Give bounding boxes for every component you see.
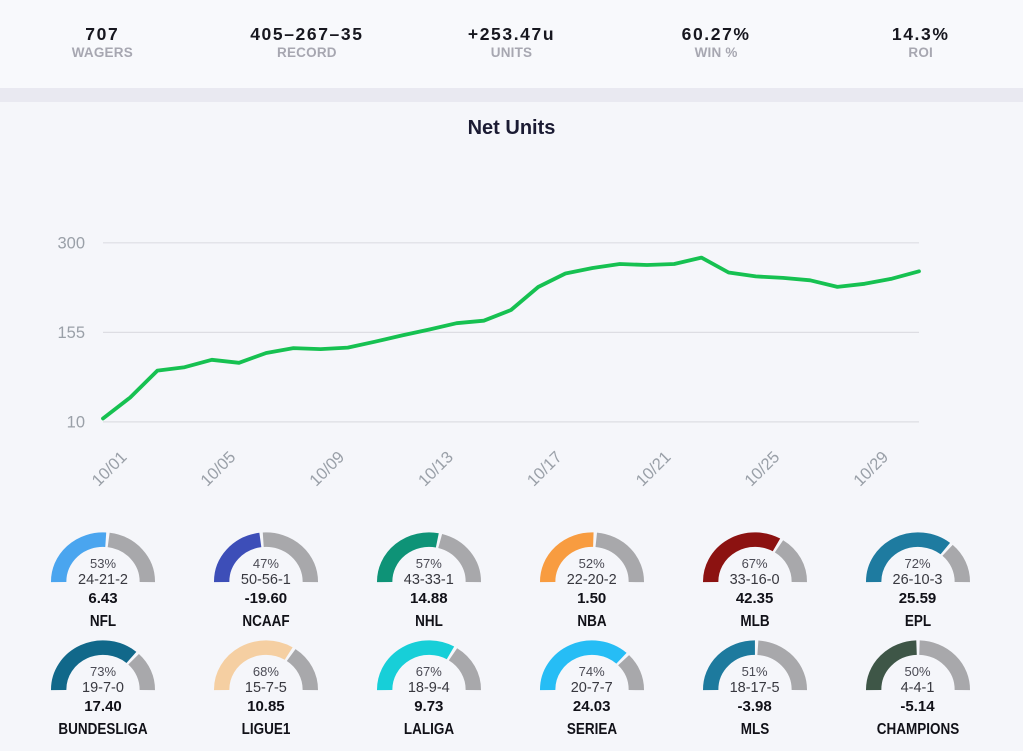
- svg-text:10/01: 10/01: [89, 448, 131, 490]
- svg-text:10/25: 10/25: [741, 448, 783, 490]
- svg-text:10/29: 10/29: [850, 448, 892, 490]
- svg-text:300: 300: [57, 235, 85, 253]
- svg-text:10: 10: [67, 414, 85, 432]
- svg-text:10/09: 10/09: [306, 448, 348, 490]
- svg-text:10/17: 10/17: [524, 448, 566, 490]
- svg-text:10/13: 10/13: [415, 448, 457, 490]
- svg-text:10/21: 10/21: [633, 448, 675, 490]
- svg-text:10/05: 10/05: [197, 448, 239, 490]
- svg-text:155: 155: [57, 324, 85, 342]
